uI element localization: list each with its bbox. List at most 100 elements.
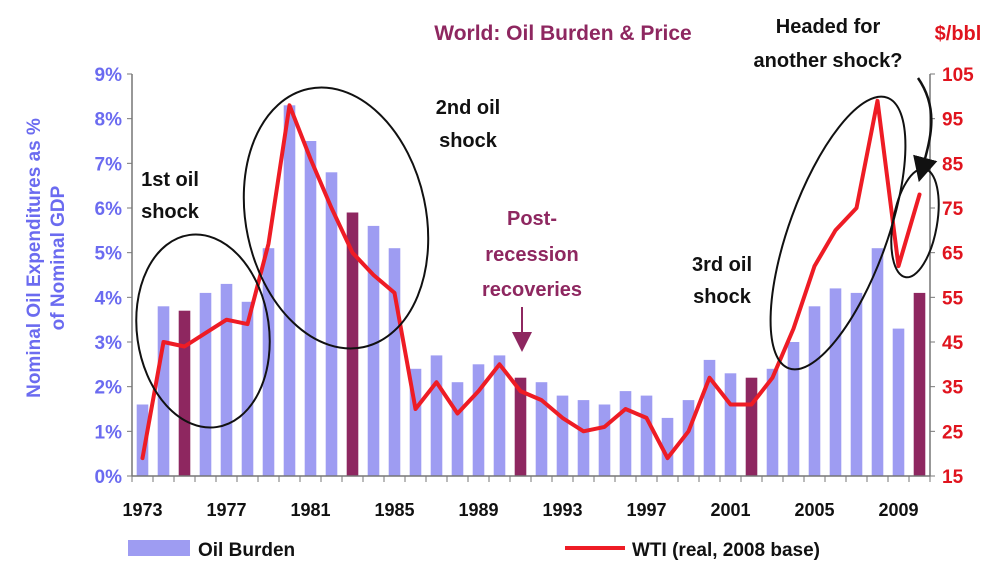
y-axis-left-ticks: 0% 1% 2% 3% 4% 5% 6% 7% 8% 9%: [95, 65, 132, 488]
bar-2007: [850, 292, 863, 476]
annotation-headed-for-shock: Headed for another shock?: [754, 16, 903, 72]
y-axis-left-label: Nominal Oil Expenditures as % of Nominal…: [24, 118, 69, 398]
y-right-tick-label: 95: [942, 110, 964, 131]
y-axis-right-label: $/bbl: [935, 23, 982, 45]
legend-label-wti: WTI (real, 2008 base): [632, 540, 820, 561]
y-right-tick-label: 85: [942, 154, 964, 175]
x-tick-label: 2001: [710, 500, 750, 520]
bar-1998: [661, 417, 674, 476]
bar-1987: [430, 355, 443, 476]
bar-1982: [325, 172, 338, 477]
legend-swatch-oil-burden: [128, 540, 190, 556]
y-left-tick-label: 9%: [95, 65, 123, 86]
y-left-tick-label: 1%: [95, 422, 123, 443]
annotation-headed-for-shock-line-2: another shock?: [754, 50, 903, 72]
bar-1999: [682, 400, 695, 476]
annotation-2nd-oil-shock: 2nd oil shock: [436, 97, 500, 152]
bar-1989: [472, 364, 485, 476]
arrow-headed-for-shock: [913, 77, 938, 183]
bar-1975: [178, 310, 191, 476]
y-axis-left-label-line-1: Nominal Oil Expenditures as %: [24, 118, 45, 398]
bar-2003: [766, 368, 779, 476]
y-left-tick-label: 7%: [95, 154, 123, 175]
oil-burden-bars: [136, 105, 926, 477]
bar-1983: [346, 212, 359, 476]
bar-1976: [199, 292, 212, 476]
bar-2006: [829, 288, 842, 476]
y-right-tick-label: 15: [942, 467, 964, 488]
y-left-tick-label: 0%: [95, 467, 123, 488]
bar-1977: [220, 283, 233, 476]
bar-1995: [598, 404, 611, 476]
bar-2001: [724, 373, 737, 476]
ellipse-2nd-oil-shock: [242, 86, 430, 350]
y-left-tick-label: 3%: [95, 333, 123, 354]
bar-1997: [640, 395, 653, 476]
bar-2005: [808, 306, 821, 476]
annotation-2nd-oil-shock-line-1: 2nd oil: [436, 97, 500, 119]
bar-1988: [451, 382, 464, 476]
bar-1974: [157, 306, 170, 476]
y-right-tick-label: 65: [942, 244, 964, 265]
ellipse-1st-oil-shock: [135, 233, 271, 429]
bar-1996: [619, 391, 632, 476]
x-tick-label: 1997: [626, 500, 666, 520]
y-left-tick-label: 5%: [95, 244, 123, 265]
annotation-post-recession-line-3: recoveries: [482, 279, 582, 301]
y-right-tick-label: 45: [942, 333, 964, 354]
bar-1981: [304, 141, 317, 476]
annotation-2nd-oil-shock-line-2: shock: [439, 130, 498, 152]
annotation-3rd-oil-shock: 3rd oil shock: [692, 254, 752, 308]
bar-2008: [871, 248, 884, 476]
annotation-post-recession: Post- recession recoveries: [482, 208, 582, 301]
annotation-1st-oil-shock-line-1: 1st oil: [141, 169, 199, 191]
annotation-post-recession-line-1: Post-: [507, 208, 557, 230]
bar-1984: [367, 225, 380, 476]
x-tick-label: 1989: [458, 500, 498, 520]
annotation-3rd-oil-shock-line-2: shock: [693, 286, 752, 308]
bar-1992: [535, 382, 548, 476]
annotation-1st-oil-shock-line-2: shock: [141, 201, 200, 223]
bar-1990: [493, 355, 506, 476]
y-axis-left-label-line-2: of Nominal GDP: [48, 185, 69, 330]
x-tick-label: 1981: [290, 500, 330, 520]
y-right-tick-label: 35: [942, 378, 964, 399]
wti-price-line: [140, 98, 922, 461]
ellipse-headed-for-shock: [890, 167, 940, 279]
bar-1973: [136, 404, 149, 476]
y-right-tick-label: 105: [942, 65, 974, 86]
legend: Oil Burden WTI (real, 2008 base): [128, 540, 820, 561]
bar-1986: [409, 368, 422, 476]
chart-title: World: Oil Burden & Price: [434, 22, 691, 45]
y-left-tick-label: 8%: [95, 110, 123, 131]
bar-2009: [892, 328, 905, 476]
bar-1985: [388, 248, 401, 476]
bar-2010: [913, 292, 926, 476]
y-right-tick-label: 55: [942, 288, 964, 309]
x-axis-ticks: 1973 1977 1981 1985 1989 1993 1997 2001 2005 2009: [122, 476, 931, 520]
bar-2000: [703, 359, 716, 476]
y-left-tick-label: 4%: [95, 288, 123, 309]
x-tick-label: 2005: [794, 500, 834, 520]
x-tick-label: 1973: [122, 500, 162, 520]
annotation-1st-oil-shock: 1st oil shock: [141, 169, 200, 223]
bar-1991: [514, 377, 527, 476]
bar-1980: [283, 105, 296, 477]
x-tick-label: 2009: [878, 500, 918, 520]
bar-1994: [577, 400, 590, 476]
bar-2002: [745, 377, 758, 476]
annotation-post-recession-line-2: recession: [485, 244, 578, 266]
annotation-3rd-oil-shock-line-1: 3rd oil: [692, 254, 752, 276]
annotation-headed-for-shock-line-1: Headed for: [776, 16, 881, 38]
bar-2004: [787, 342, 800, 476]
legend-label-oil-burden: Oil Burden: [198, 540, 295, 561]
x-tick-label: 1985: [374, 500, 414, 520]
y-right-tick-label: 75: [942, 199, 964, 220]
y-axis-right-ticks: 15 25 35 45 55 65 75 85 95 105: [930, 65, 974, 488]
x-tick-label: 1993: [542, 500, 582, 520]
x-tick-label: 1977: [206, 500, 246, 520]
bar-1978: [241, 301, 254, 476]
ellipse-3rd-oil-shock: [769, 95, 907, 371]
y-left-tick-label: 2%: [95, 378, 123, 399]
